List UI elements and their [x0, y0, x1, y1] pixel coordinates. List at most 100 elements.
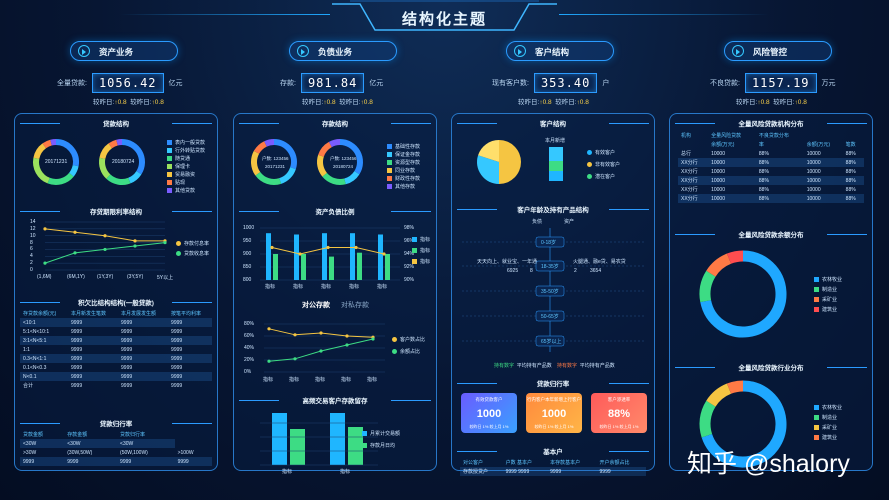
table-cell: 88% [758, 186, 769, 193]
deposit-rate-point [43, 227, 47, 231]
table-cell: 9999 [117, 457, 175, 466]
ratio-point [270, 245, 274, 250]
table-row: 9999 9999 9999 9999 [20, 457, 212, 466]
risk-org-table: 机构 全量风险贷款 不良贷款分布 余额(万元) 率余额(万元) 笔数 总行 10000 88% 1… [678, 131, 864, 203]
bar-series2 [301, 254, 306, 280]
deposit-donut1-slice-0 [273, 139, 297, 170]
legend-loan-rate: 贷款收息率 [176, 250, 209, 257]
legend-monthly-tx: 月累计交易额 [362, 430, 400, 437]
risk-industry-donut-slice-0 [701, 380, 787, 468]
ratio-point [326, 245, 330, 250]
legend-swatch [387, 144, 392, 149]
table-cell: 10000 [806, 168, 821, 175]
table-cell: 9999 [547, 467, 597, 476]
loan-legend-item-4: 贸易融资 [167, 171, 195, 178]
table-cell: 3:1<N<5:1 [20, 336, 68, 345]
bar-series1 [294, 234, 299, 280]
table-subheader-cell: 余额(万元) [806, 142, 831, 148]
table-cell: 9999 [67, 354, 119, 363]
balance-ratio-point [371, 337, 375, 341]
risk-industry-legend-item-1: 制造业 [814, 414, 837, 421]
table-cell: 1:1 [23, 346, 30, 353]
kpi-compare-customer: 较昨日:↑0.8 较昨日:↑0.8 [518, 99, 589, 106]
legend-balance-ratio: 余额占比 [392, 348, 420, 355]
card-new-customers[interactable]: 行内客户本年新增上行客户 1000 较昨日 1% 较上月 1% [526, 393, 582, 433]
risk-balance-legend-item-1: 制造业 [814, 286, 837, 293]
col-liability: 负债 [532, 219, 543, 225]
card-valid-loan-customers[interactable]: 有效贷款客户 1000 较昨日 1% 较上月 1% [461, 393, 517, 433]
high-freq-bar [272, 413, 287, 465]
table-cell: (50W,100W) [120, 449, 148, 456]
customer-pie-slice [478, 140, 499, 162]
kpi-head-customer[interactable]: 客户结构 [506, 41, 614, 61]
table-cell: 9999 [67, 336, 119, 345]
table-row: 总行 10000 88% 10000 88% [678, 149, 864, 158]
play-icon [297, 45, 309, 57]
table-cell: 9999 [171, 328, 183, 335]
customer-pie-slice [499, 140, 521, 184]
table-cell: (30W,50W) [67, 449, 93, 456]
new-bar-potential [549, 161, 563, 171]
age-label-4: 65岁以上 [541, 339, 562, 345]
table-header-cell: 开户余额占比 [599, 460, 630, 466]
risk-industry-legend-item-0: 农林牧业 [814, 404, 842, 411]
kpi-head-risk[interactable]: 风险管控 [724, 41, 832, 61]
table-row: XX分行 10000 88% 10000 88% [678, 158, 864, 167]
donut1-slice-1 [68, 165, 79, 177]
kpi-head-asset[interactable]: 资产业务 [70, 41, 178, 61]
high-freq-bar [348, 427, 363, 465]
legend-swatch [167, 148, 172, 153]
bar-y2-tick: 92% [404, 264, 415, 270]
tab-personal-deposit[interactable]: 对私存款 [341, 302, 369, 309]
table-cell: 88% [845, 168, 856, 175]
loan-legend-item-0: 表内一般贷款 [167, 139, 205, 146]
deposit-legend-item-2: 资源型存款 [387, 159, 420, 166]
donut2-slice-0 [121, 139, 145, 175]
table-row: <30W <30W <30W [20, 439, 212, 448]
rate-y-tick: 8 [30, 239, 33, 246]
kpi-head-liability[interactable]: 负债业务 [289, 41, 397, 61]
card-penetration-rate[interactable]: 客户渗透率 88% 较昨日 1% 较上月 1% [591, 393, 647, 433]
table-cell: N<0.1 [20, 372, 68, 381]
table-row: 5:1<N<10:1 9999 9999 9999 [20, 327, 212, 336]
risk-balance-legend-item-2: 采矿业 [814, 296, 837, 303]
table-cell: 9999 [121, 364, 133, 371]
table-cell: XX分行 [678, 194, 709, 203]
legend-swatch [814, 435, 819, 440]
table-cell: 9999 [118, 354, 169, 363]
kpi-compare-risk: 较昨日:↑0.8 较昨日:↑0.8 [736, 99, 807, 106]
bar-x-tick: 指标 [377, 284, 388, 290]
deposit-donut2-slice-3 [317, 154, 328, 177]
line-y-tick: 40% [244, 345, 255, 351]
table-row: XX分行 10000 88% 10000 88% [678, 194, 864, 203]
loan-legend-item-5: 贴现 [167, 179, 185, 186]
section-rate-structure: 存贷期限利率结构 [20, 206, 212, 217]
deposit-donut1-slice-5 [264, 139, 275, 147]
legend-swatch [412, 237, 417, 242]
deposit-donut1-slice-1 [279, 167, 296, 184]
table-row: XX分行 10000 88% 10000 88% [678, 185, 864, 194]
donut-label-1: 20171231 [45, 159, 68, 165]
tab-corporate-deposit[interactable]: 对公存款 [302, 302, 330, 309]
table-cell: <10:1 [20, 318, 68, 327]
risk-industry-legend-item-3: 建筑业 [814, 434, 837, 441]
table-header-cell: 存贷款余额(元) [23, 311, 57, 317]
legend-swatch [387, 160, 392, 165]
legend-swatch [387, 184, 392, 189]
table-header-cell: 存款金额 [67, 432, 88, 438]
table-cell: 88% [755, 194, 804, 203]
rate-y-tick: 10 [30, 232, 36, 239]
high-freq-bar [290, 429, 305, 465]
donut1-slice-2 [47, 172, 74, 185]
table-header: 机构 全量风险贷款 不良贷款分布 [678, 131, 864, 140]
donut2-slice-6 [116, 139, 123, 146]
kpi-value-liability: 存款: 981.84 亿元 [280, 73, 383, 93]
table-cell: 10000 [708, 158, 756, 167]
table-header-cell: 机构 [681, 133, 692, 139]
loan-return-table: 贷款金额 存款金额 贷款归行率 <30W <30W <30W >30W (30W,50W) (5… [20, 430, 212, 466]
table-cell: 9999 [118, 372, 169, 381]
